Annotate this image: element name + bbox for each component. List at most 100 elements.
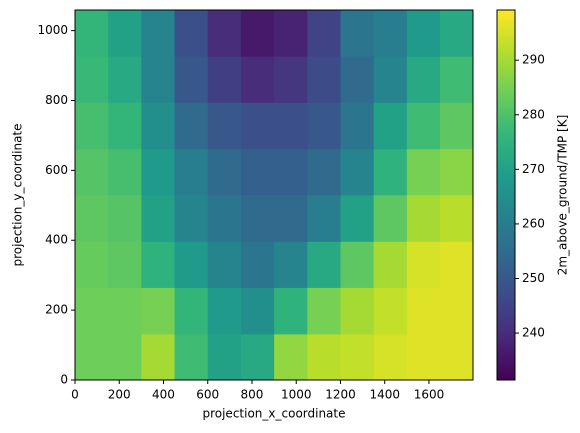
heatmap-cell bbox=[406, 333, 441, 381]
heatmap-cell bbox=[307, 333, 341, 381]
colorbar-tick-label: 280 bbox=[522, 107, 545, 121]
heatmap-cell bbox=[174, 56, 209, 103]
heatmap-cell bbox=[207, 102, 242, 150]
heatmap-cell bbox=[207, 287, 242, 335]
heatmap-cell bbox=[373, 56, 408, 103]
heatmap-cell bbox=[307, 10, 341, 57]
heatmap-cell bbox=[373, 194, 408, 242]
heatmap-cell bbox=[240, 148, 275, 196]
heatmap-cell bbox=[240, 241, 275, 288]
heatmap-cell bbox=[207, 194, 242, 242]
heatmap-cell bbox=[141, 287, 176, 335]
x-tick-label: 400 bbox=[152, 388, 175, 402]
heatmap-cell bbox=[108, 241, 142, 288]
x-tick-label: 800 bbox=[241, 388, 264, 402]
y-tick-label: 0 bbox=[60, 373, 68, 387]
colorbar-tick-label: 260 bbox=[522, 216, 545, 230]
heatmap-cell bbox=[373, 102, 408, 150]
x-tick-label: 200 bbox=[108, 388, 131, 402]
x-tick-label: 1000 bbox=[281, 388, 312, 402]
heatmap-cell bbox=[174, 10, 209, 57]
y-tick-label: 400 bbox=[45, 233, 68, 247]
heatmap-cell bbox=[108, 148, 142, 196]
heatmap-cell bbox=[207, 333, 242, 381]
heatmap-cell bbox=[340, 241, 375, 288]
y-tick-label: 1000 bbox=[37, 23, 68, 37]
colorbar-tick-label: 290 bbox=[522, 53, 545, 67]
heatmap-cell bbox=[141, 241, 176, 288]
x-axis-label: projection_x_coordinate bbox=[202, 407, 345, 421]
heatmap-cell bbox=[307, 148, 341, 196]
heatmap-cell bbox=[75, 287, 109, 335]
heatmap-cell bbox=[274, 194, 308, 242]
heatmap-cell bbox=[141, 333, 176, 381]
heatmap-cell bbox=[274, 287, 308, 335]
heatmap-cell bbox=[207, 56, 242, 103]
x-tick-label: 1600 bbox=[414, 388, 445, 402]
heatmap-cell bbox=[240, 102, 275, 150]
heatmap-cell bbox=[406, 194, 441, 242]
heatmap-cell bbox=[240, 194, 275, 242]
heatmap-cell bbox=[307, 287, 341, 335]
heatmap-cell bbox=[174, 102, 209, 150]
heatmap-cell bbox=[440, 102, 474, 150]
heatmap-cell bbox=[108, 56, 142, 103]
colorbar-tick-label: 240 bbox=[522, 326, 545, 340]
heatmap-cell bbox=[174, 333, 209, 381]
heatmap-cell bbox=[75, 56, 109, 103]
x-tick-label: 0 bbox=[71, 388, 79, 402]
heatmap-cell bbox=[108, 102, 142, 150]
heatmap-cell bbox=[373, 287, 408, 335]
heatmap-cell bbox=[307, 56, 341, 103]
heatmap-cell bbox=[406, 287, 441, 335]
heatmap-cell bbox=[440, 241, 474, 288]
heatmap-cell bbox=[75, 102, 109, 150]
heatmap-cell bbox=[274, 333, 308, 381]
heatmap-cell bbox=[373, 241, 408, 288]
colorbar-tick-label: 270 bbox=[522, 162, 545, 176]
heatmap-cell bbox=[373, 333, 408, 381]
heatmap-cell bbox=[240, 10, 275, 57]
colorbar-label: 2m_above_ground/TMP [K] bbox=[556, 115, 570, 276]
heatmap-cell bbox=[340, 10, 375, 57]
x-tick-label: 1200 bbox=[325, 388, 356, 402]
heatmap-cell bbox=[307, 241, 341, 288]
heatmap-cell bbox=[274, 102, 308, 150]
heatmap-cell bbox=[274, 56, 308, 103]
heatmap-cell bbox=[108, 10, 142, 57]
heatmap-cell bbox=[440, 56, 474, 103]
heatmap-cell bbox=[75, 194, 109, 242]
heatmap-cell bbox=[307, 194, 341, 242]
y-axis-label: projection_y_coordinate bbox=[11, 123, 25, 266]
heatmap-cell bbox=[440, 287, 474, 335]
heatmap-cell bbox=[340, 287, 375, 335]
heatmap-cell bbox=[340, 148, 375, 196]
y-tick-label: 800 bbox=[45, 93, 68, 107]
heatmap-cell bbox=[307, 102, 341, 150]
heatmap-cell bbox=[240, 287, 275, 335]
heatmap-cell bbox=[75, 241, 109, 288]
heatmap-cell bbox=[108, 194, 142, 242]
heatmap-cell bbox=[406, 10, 441, 57]
heatmap-cell bbox=[274, 10, 308, 57]
heatmap-cell bbox=[141, 10, 176, 57]
heatmap-cell bbox=[174, 287, 209, 335]
heatmap-cell bbox=[406, 102, 441, 150]
heatmap-cell bbox=[440, 10, 474, 57]
heatmap-cell bbox=[406, 56, 441, 103]
heatmap-cell bbox=[274, 148, 308, 196]
x-tick-label: 1400 bbox=[369, 388, 400, 402]
heatmap-cell bbox=[340, 333, 375, 381]
colorbar-tick-label: 250 bbox=[522, 271, 545, 285]
heatmap-cell bbox=[440, 148, 474, 196]
heatmap-cell bbox=[108, 333, 142, 381]
heatmap-cell bbox=[207, 241, 242, 288]
heatmap-cell bbox=[340, 102, 375, 150]
heatmap-cell bbox=[274, 241, 308, 288]
heatmap-cell bbox=[141, 148, 176, 196]
heatmap-cell bbox=[440, 194, 474, 242]
heatmap-cell bbox=[207, 148, 242, 196]
heatmap-cell bbox=[141, 102, 176, 150]
colorbar bbox=[496, 9, 516, 381]
